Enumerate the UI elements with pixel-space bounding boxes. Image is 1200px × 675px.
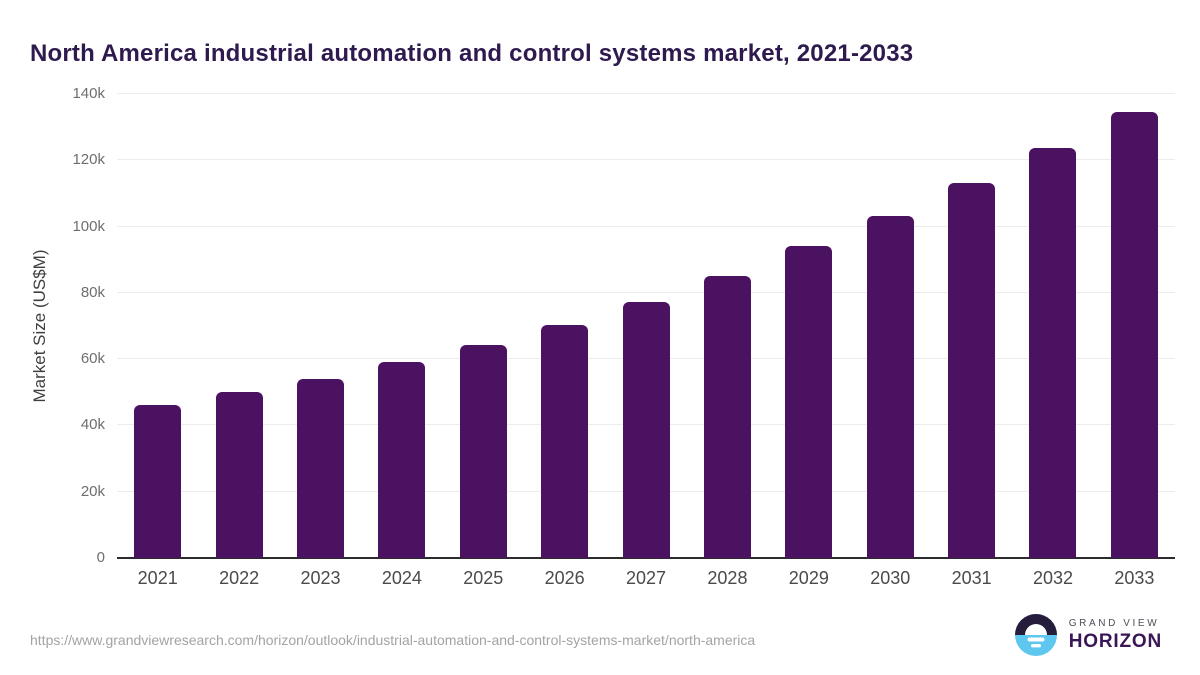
bar-2028[interactable] — [703, 275, 751, 558]
logo-product-line: HORIZON — [1068, 630, 1162, 652]
y-tick-label: 0 — [96, 549, 105, 566]
logo-stripe-2 — [1030, 644, 1041, 648]
bar-2029[interactable] — [785, 246, 833, 558]
bar-2022[interactable] — [215, 392, 263, 558]
y-tick-label: 80k — [80, 283, 105, 301]
x-tick-label-2029: 2029 — [788, 568, 829, 588]
bar-slot-2029 — [768, 94, 849, 558]
x-tick-label-2028: 2028 — [707, 568, 748, 588]
source-url: https://www.grandviewresearch.com/horizo… — [30, 632, 756, 648]
logo-brand-line: GRAND VIEW — [1068, 617, 1160, 629]
x-tick-label-2024: 2024 — [381, 568, 422, 588]
x-axis-line — [117, 557, 1175, 559]
x-tick-label-2022: 2022 — [219, 568, 260, 588]
x-tick-label-2026: 2026 — [544, 568, 585, 588]
y-tick-label: 40k — [80, 416, 105, 434]
bar-2024[interactable] — [378, 362, 426, 558]
y-tick-label: 120k — [72, 151, 105, 169]
logo-stripe-1 — [1027, 637, 1045, 642]
bar-slot-2027 — [605, 94, 686, 558]
bar-slot-2030 — [850, 94, 931, 558]
plot-area — [117, 93, 1175, 559]
bar-slot-2026 — [524, 94, 605, 558]
y-tick-label: 60k — [80, 350, 105, 368]
bar-slot-2022 — [198, 94, 279, 558]
y-tick-label: 100k — [72, 217, 105, 235]
bar-slot-2028 — [687, 94, 768, 558]
x-tick-label-2031: 2031 — [951, 568, 992, 588]
bar-slot-2031 — [931, 94, 1012, 558]
bar-2027[interactable] — [622, 301, 670, 558]
gridline — [117, 225, 1175, 227]
bar-2023[interactable] — [296, 378, 344, 558]
gridline — [117, 159, 1175, 161]
x-tick-label-2030: 2030 — [870, 568, 911, 588]
bar-slot-2025 — [443, 94, 524, 558]
gridline — [117, 291, 1175, 293]
x-tick-label-2032: 2032 — [1032, 568, 1074, 588]
x-tick-label-2021: 2021 — [137, 568, 178, 588]
logo-text: GRAND VIEW HORIZON — [1069, 618, 1162, 653]
bar-2031[interactable] — [948, 183, 996, 558]
bar-2033[interactable] — [1110, 112, 1158, 558]
bar-2021[interactable] — [134, 404, 182, 558]
x-tick-label-2023: 2023 — [300, 568, 341, 588]
y-tick-label: 20k — [80, 482, 105, 500]
x-tick-label-2033: 2033 — [1114, 568, 1155, 588]
x-axis-labels: 2021 2022 2023 2024 2025 2026 2027 2028 2029 2030… — [117, 568, 1175, 589]
bar-slot-2033 — [1094, 94, 1175, 558]
bar-2026[interactable] — [541, 324, 589, 558]
sunrise-logo-icon — [1014, 614, 1057, 656]
bar-slot-2023 — [280, 94, 361, 558]
bar-2030[interactable] — [866, 215, 914, 558]
grand-view-horizon-logo: GRAND VIEW HORIZON — [1014, 613, 1162, 657]
bar-slot-2032 — [1012, 94, 1093, 558]
bar-slot-2021 — [117, 94, 198, 558]
logo-dome — [1024, 624, 1047, 635]
y-tick-label: 140k — [72, 85, 105, 102]
bar-2032[interactable] — [1029, 148, 1077, 558]
x-tick-label-2027: 2027 — [626, 568, 667, 588]
gridline — [117, 93, 1175, 94]
bar-2025[interactable] — [459, 344, 507, 558]
y-axis-ticks: 0 20k 40k 60k 80k 100k 120k 140k — [0, 85, 105, 566]
bar-slot-2024 — [361, 94, 442, 558]
chart-title: North America industrial automation and … — [30, 40, 914, 68]
x-tick-label-2025: 2025 — [463, 568, 504, 588]
